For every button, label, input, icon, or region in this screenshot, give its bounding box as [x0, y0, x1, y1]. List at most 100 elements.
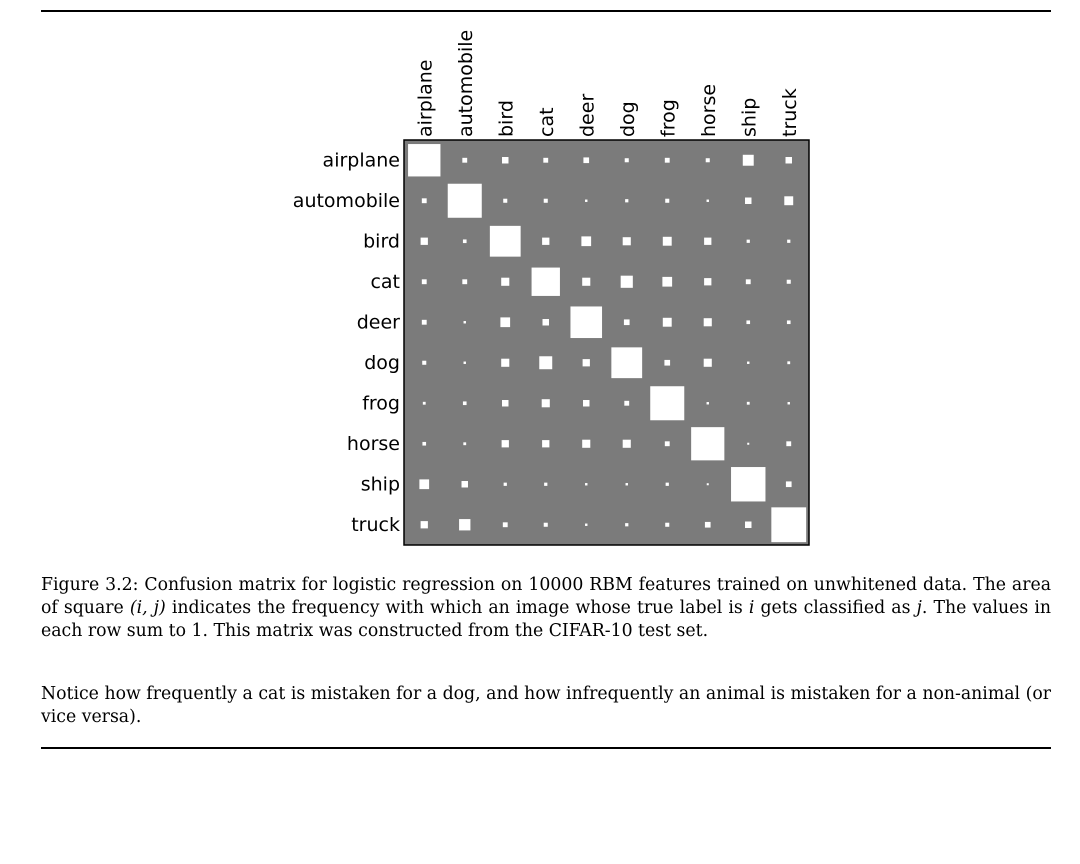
cell-deer-cat	[542, 319, 549, 326]
cell-truck-automobile	[459, 519, 471, 531]
cell-frog-bird	[502, 400, 509, 407]
cell-ship-airplane	[419, 479, 430, 490]
caption-mid-1: indicates the frequency with which an im…	[165, 598, 749, 618]
cell-cat-horse	[704, 278, 712, 286]
cell-horse-bird	[501, 440, 509, 448]
cell-horse-ship	[747, 442, 750, 445]
cell-truck-truck	[771, 507, 807, 543]
cell-dog-automobile	[463, 361, 466, 364]
cell-dog-bird	[501, 358, 510, 367]
cell-bird-ship	[746, 239, 750, 243]
cell-airplane-automobile	[462, 157, 468, 163]
cell-bird-bird	[489, 225, 521, 257]
cell-frog-cat	[541, 399, 550, 408]
row-label-bird: bird	[363, 230, 400, 252]
cell-cat-cat	[531, 267, 560, 296]
cell-frog-automobile	[462, 401, 467, 406]
bottom-rule	[41, 747, 1051, 749]
cell-airplane-bird	[502, 157, 509, 164]
cell-deer-frog	[662, 317, 672, 327]
figure-caption: Figure 3.2: Confusion matrix for logisti…	[41, 574, 1051, 643]
cell-dog-frog	[664, 359, 671, 366]
cell-truck-ship	[745, 521, 752, 528]
cell-ship-truck	[785, 481, 792, 488]
cell-bird-horse	[704, 237, 712, 245]
cell-frog-deer	[583, 400, 590, 407]
caption-mid-2: gets classified as	[754, 598, 917, 618]
cell-automobile-airplane	[421, 198, 427, 204]
cell-frog-horse	[706, 402, 709, 405]
cell-deer-horse	[703, 318, 712, 327]
cell-automobile-automobile	[447, 183, 482, 218]
cell-cat-truck	[786, 279, 791, 284]
cell-airplane-deer	[583, 157, 590, 164]
cell-frog-ship	[746, 401, 750, 405]
cell-truck-cat	[543, 522, 548, 527]
row-label-automobile: automobile	[293, 190, 400, 212]
cell-frog-dog	[624, 400, 630, 406]
row-label-ship: ship	[361, 473, 400, 495]
cell-truck-horse	[704, 521, 711, 528]
cell-horse-truck	[786, 441, 792, 447]
column-label-truck: truck	[779, 88, 801, 137]
row-label-deer: deer	[357, 311, 400, 333]
row-label-cat: cat	[370, 271, 400, 293]
column-label-frog: frog	[657, 99, 679, 137]
cell-cat-frog	[662, 276, 673, 287]
cell-frog-truck	[787, 402, 790, 405]
cell-ship-automobile	[461, 481, 468, 488]
confusion-matrix-figure: airplane automobile bird cat deer dog frog hors…	[293, 30, 810, 546]
cell-truck-deer	[585, 523, 588, 526]
cell-automobile-dog	[625, 199, 629, 203]
cell-airplane-truck	[785, 157, 792, 164]
column-label-deer: deer	[576, 94, 598, 137]
column-label-bird: bird	[495, 100, 517, 137]
column-label-cat: cat	[536, 107, 558, 137]
cell-ship-dog	[625, 483, 628, 486]
cell-automobile-cat	[543, 198, 548, 203]
cell-automobile-frog	[665, 198, 670, 203]
cell-airplane-ship	[742, 154, 754, 166]
column-label-automobile: automobile	[455, 30, 477, 137]
cell-cat-bird	[501, 277, 510, 286]
caption-math-ij: (i, j)	[129, 598, 166, 618]
cell-automobile-ship	[745, 197, 752, 204]
cell-horse-cat	[542, 440, 550, 448]
cell-airplane-cat	[543, 157, 549, 163]
cell-ship-deer	[585, 483, 588, 486]
cell-horse-dog	[622, 439, 631, 448]
cell-truck-dog	[625, 523, 629, 527]
cell-dog-airplane	[422, 360, 427, 365]
cell-horse-deer	[582, 439, 591, 448]
top-rule	[41, 10, 1051, 12]
cell-automobile-bird	[503, 198, 508, 203]
row-label-airplane: airplane	[323, 149, 400, 171]
cell-bird-automobile	[462, 239, 467, 244]
cell-deer-dog	[623, 319, 630, 326]
cell-deer-ship	[746, 320, 751, 325]
column-label-dog: dog	[617, 101, 639, 137]
cell-bird-truck	[787, 239, 791, 243]
row-label-truck: truck	[351, 514, 400, 536]
cell-bird-dog	[622, 237, 631, 246]
cell-bird-frog	[662, 236, 672, 246]
row-label-horse: horse	[347, 433, 400, 455]
cell-airplane-frog	[664, 157, 670, 163]
cell-deer-deer	[570, 306, 603, 339]
caption-math-j: j	[916, 598, 922, 618]
cell-automobile-deer	[585, 199, 588, 202]
column-label-ship: ship	[738, 98, 760, 137]
cell-deer-truck	[786, 320, 791, 325]
cell-deer-bird	[500, 317, 511, 328]
column-label-horse: horse	[698, 84, 720, 137]
cell-horse-horse	[691, 427, 725, 461]
cell-cat-ship	[745, 279, 751, 285]
column-label-airplane: airplane	[414, 60, 436, 137]
row-label-frog: frog	[362, 392, 400, 414]
cell-automobile-horse	[706, 199, 709, 202]
caption-lead: Figure 3.2: Confusion matrix for logisti…	[41, 575, 1051, 618]
cell-automobile-truck	[784, 196, 794, 206]
cell-horse-frog	[664, 441, 670, 447]
cell-cat-dog	[620, 275, 633, 288]
caption-tail: . The values in each row sum to 1. This …	[41, 598, 1052, 641]
